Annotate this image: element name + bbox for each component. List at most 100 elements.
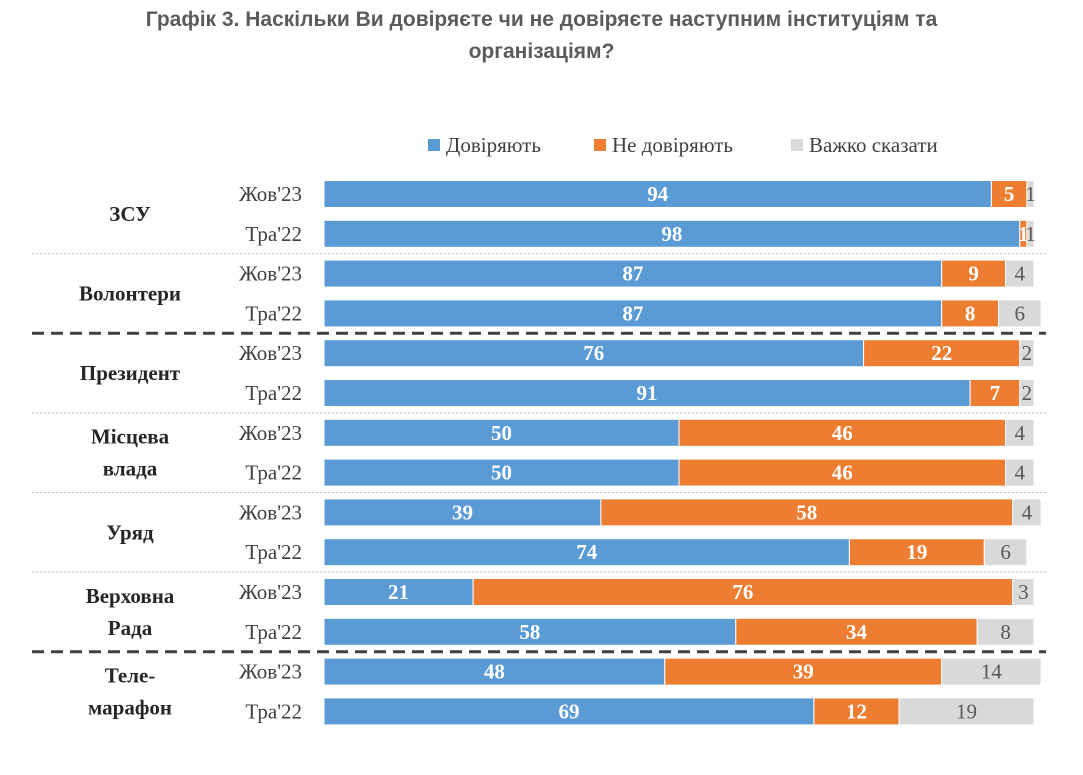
group-label: Місцева	[91, 425, 170, 449]
value-label-distrust: 1	[1018, 222, 1029, 246]
bar-segment-hard-to-say	[1012, 498, 1042, 527]
period-label: Жов'23	[239, 421, 302, 445]
value-label-hard-to-say: 2	[1022, 341, 1033, 365]
bar-segment-hard-to-say	[1026, 180, 1035, 208]
period-label: Жов'23	[239, 182, 302, 206]
value-label-distrust: 8	[965, 301, 976, 325]
bar-segment-trust	[323, 697, 815, 726]
bar-segment-hard-to-say	[1005, 458, 1035, 487]
group-labels: ЗСУ Волонтери Президент Місцева влада Уряд Вер…	[79, 202, 181, 720]
group-label: Волонтери	[79, 282, 181, 306]
bar-segment-trust	[323, 578, 474, 606]
value-label-distrust: 76	[732, 580, 753, 604]
bar-segment-hard-to-say	[998, 299, 1042, 328]
group-label: ЗСУ	[109, 202, 150, 226]
bar-segment-trust	[323, 259, 943, 288]
bar-segment-trust	[323, 617, 737, 646]
bar-segment-trust	[323, 458, 680, 487]
value-label-trust: 39	[452, 500, 473, 524]
value-label-hard-to-say: 1	[1025, 182, 1036, 206]
value-label-trust: 50	[491, 421, 512, 445]
value-label-hard-to-say: 2	[1022, 381, 1033, 405]
bar-segment-trust	[323, 498, 602, 527]
period-label: Жов'23	[239, 500, 302, 524]
group-label: Президент	[80, 361, 181, 385]
bars	[323, 180, 1042, 726]
period-label: Жов'23	[239, 262, 302, 286]
legend-swatch-distrust	[594, 139, 606, 151]
bar-segment-hard-to-say	[983, 538, 1028, 567]
group-label: Уряд	[106, 520, 154, 544]
bar-segment-hard-to-say	[1005, 259, 1035, 288]
value-label-trust: 50	[491, 461, 512, 485]
value-label-hard-to-say: 3	[1018, 580, 1029, 604]
bar-segment-trust	[323, 657, 666, 686]
chart-title-line-2: організаціям?	[468, 40, 615, 63]
bar-segment-trust	[323, 418, 680, 447]
period-label: Тра'22	[245, 620, 302, 644]
value-label-hard-to-say: 6	[1015, 301, 1026, 325]
value-label-trust: 76	[583, 341, 604, 365]
value-label-trust: 98	[661, 222, 682, 246]
bar-segment-trust	[323, 379, 971, 407]
bar-segment-hard-to-say	[941, 657, 1042, 686]
value-label-hard-to-say: 4	[1022, 500, 1033, 524]
bar-segment-trust	[323, 339, 865, 368]
bar-segment-trust	[323, 219, 1021, 248]
legend-label-distrust: Не довіряють	[612, 133, 733, 157]
period-labels: Жов'23 Тра'22 Жов'23 Тра'22 Жов'23 Тра'22 Жов'…	[239, 182, 302, 723]
bar-segment-distrust	[990, 180, 1028, 208]
value-label-distrust: 19	[906, 540, 927, 564]
period-label: Тра'22	[245, 540, 302, 564]
bar-segment-distrust	[941, 299, 1000, 328]
value-label-distrust: 22	[931, 341, 952, 365]
legend-swatch-trust	[428, 139, 440, 151]
bar-segment-distrust	[813, 697, 900, 726]
period-label: Тра'22	[245, 222, 302, 246]
value-label-trust: 21	[388, 580, 409, 604]
bar-segment-trust	[323, 299, 943, 328]
value-label-hard-to-say: 8	[1000, 620, 1011, 644]
chart-title-line-1: Графік 3. Наскільки Ви довіряєте чи не д…	[145, 8, 938, 31]
bar-segment-hard-to-say	[1019, 379, 1035, 407]
bar-segment-hard-to-say	[1012, 578, 1035, 606]
bar-segment-hard-to-say	[1019, 339, 1035, 368]
value-label-hard-to-say: 1	[1025, 222, 1036, 246]
period-label: Жов'23	[239, 660, 302, 684]
value-label-distrust: 12	[846, 699, 867, 723]
chart-title: Графік 3. Наскільки Ви довіряєте чи не д…	[0, 4, 1083, 68]
bar-segment-distrust	[600, 498, 1014, 527]
group-label: Рада	[108, 616, 153, 640]
value-label-trust: 87	[622, 262, 643, 286]
value-label-hard-to-say: 6	[1000, 540, 1011, 564]
bar-segment-hard-to-say	[1026, 219, 1035, 248]
legend-swatch-hard-to-say	[791, 139, 803, 151]
value-label-hard-to-say: 4	[1015, 461, 1026, 485]
group-label: марафон	[88, 696, 172, 720]
value-label-distrust: 34	[846, 620, 868, 644]
legend-label-hard-to-say: Важко сказати	[809, 133, 938, 157]
value-label-hard-to-say: 14	[981, 660, 1003, 684]
bar-segment-trust	[323, 538, 850, 567]
group-separators	[32, 253, 1046, 654]
value-label-distrust: 46	[832, 461, 853, 485]
value-label-trust: 74	[576, 540, 598, 564]
period-label: Жов'23	[239, 341, 302, 365]
value-label-trust: 58	[519, 620, 540, 644]
bar-segment-distrust	[678, 418, 1007, 447]
bar-segment-distrust	[863, 339, 1021, 368]
value-label-hard-to-say: 4	[1015, 421, 1026, 445]
value-label-distrust: 58	[796, 500, 817, 524]
value-label-trust: 91	[637, 381, 658, 405]
period-label: Тра'22	[245, 699, 302, 723]
period-label: Тра'22	[245, 381, 302, 405]
period-label: Тра'22	[245, 461, 302, 485]
bar-segment-hard-to-say	[1005, 418, 1035, 447]
group-label: Верховна	[86, 584, 175, 608]
value-label-trust: 48	[484, 660, 505, 684]
value-label-distrust: 39	[793, 660, 814, 684]
value-label-hard-to-say: 19	[956, 699, 977, 723]
group-label: Теле-	[105, 664, 156, 688]
